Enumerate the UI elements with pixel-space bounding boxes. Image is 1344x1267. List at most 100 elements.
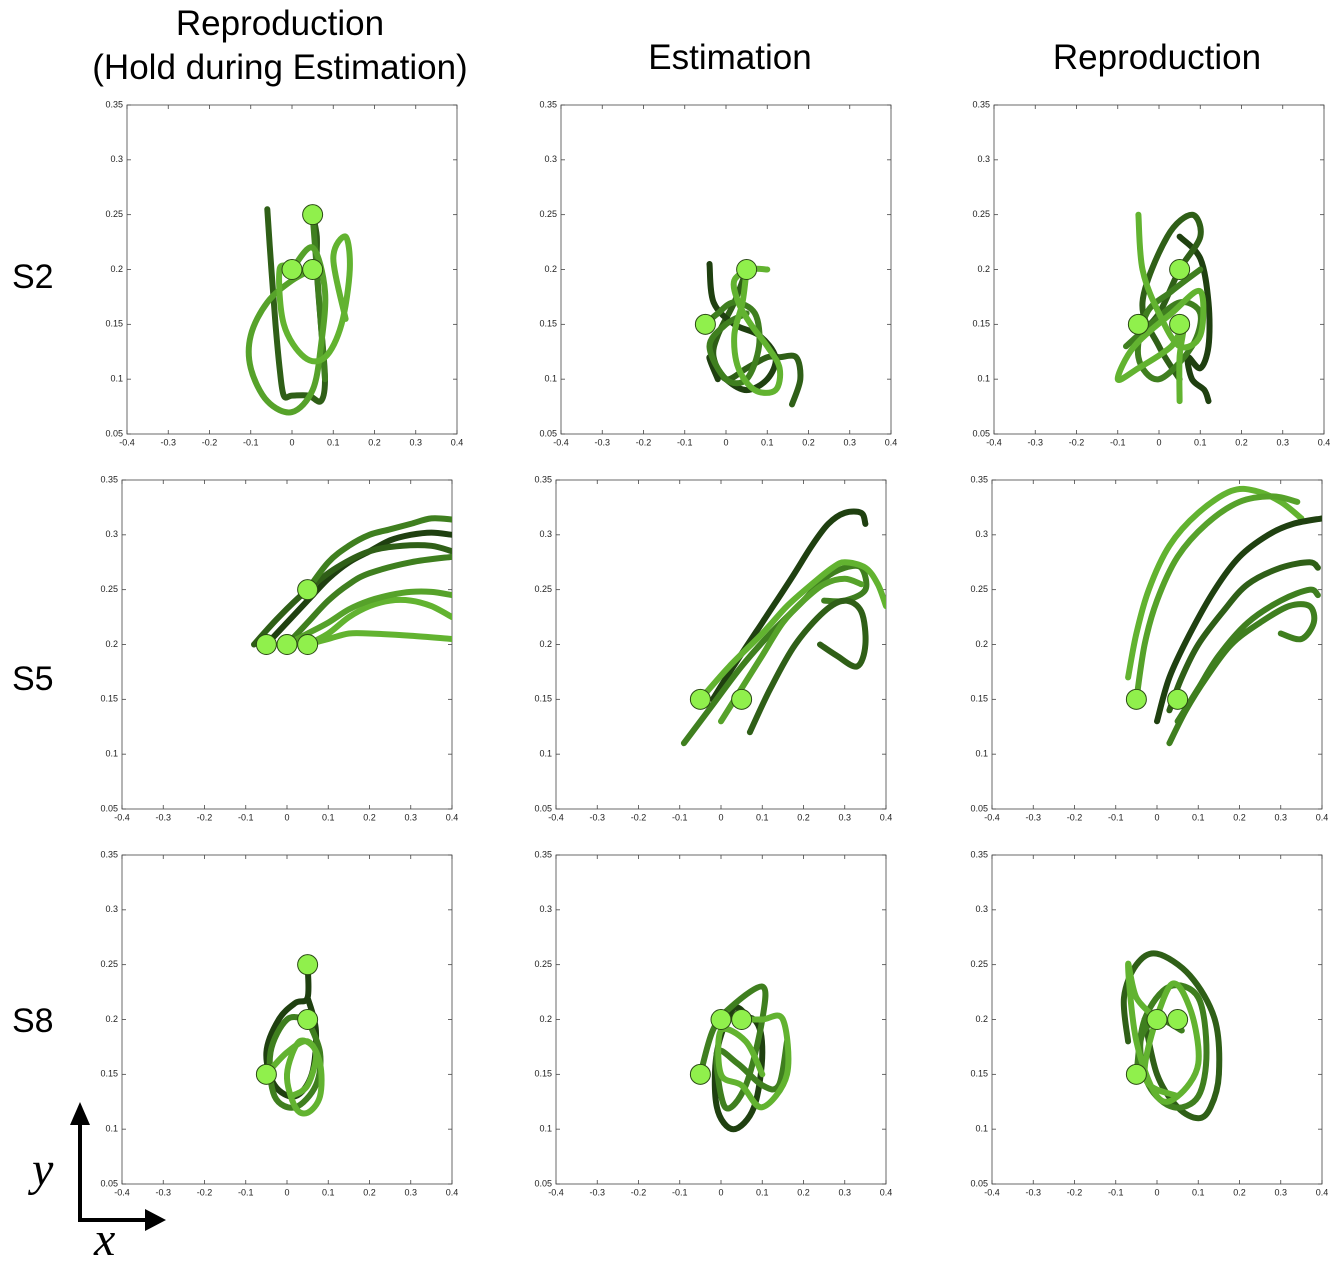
- x-tick-label: 0.2: [1233, 812, 1246, 822]
- x-tick-label: 0.2: [797, 1187, 810, 1197]
- row-label: S5: [12, 660, 54, 698]
- start-marker: [694, 313, 716, 335]
- x-tick-label: 0.4: [1316, 1187, 1329, 1197]
- trajectory: [263, 1037, 325, 1117]
- x-tick-label: 0.4: [446, 1187, 459, 1197]
- x-tick-label: -0.1: [1108, 812, 1124, 822]
- y-tick-label: 0.2: [539, 639, 552, 649]
- y-tick-label: 0.25: [970, 584, 988, 594]
- trajectory: [304, 630, 452, 648]
- x-tick-label: -0.3: [1025, 812, 1041, 822]
- x-tick-label: -0.4: [553, 437, 569, 447]
- y-tick-label: 0.15: [970, 694, 988, 704]
- x-tick-label: -0.1: [238, 812, 254, 822]
- row-label: S8: [12, 1002, 54, 1040]
- x-tick-label: -0.3: [1027, 437, 1043, 447]
- start-marker: [255, 634, 277, 655]
- x-tick-label: 0: [718, 1187, 723, 1197]
- trajectory: [1123, 266, 1204, 383]
- y-tick-label: 0.35: [105, 99, 123, 109]
- y-tick-label: 0.25: [534, 584, 552, 594]
- x-tick-label: 0: [723, 437, 728, 447]
- x-tick-label: 0: [289, 437, 294, 447]
- y-tick-label: 0.15: [105, 319, 123, 329]
- x-tick-label: -0.3: [594, 437, 610, 447]
- x-tick-label: 0.3: [838, 812, 851, 822]
- x-tick-label: -0.3: [160, 437, 176, 447]
- trajectory: [680, 562, 870, 747]
- trajectory: [697, 559, 886, 703]
- x-tick-label: -0.4: [986, 437, 1002, 447]
- start-marker: [297, 1009, 319, 1030]
- x-tick-label: -0.3: [155, 812, 171, 822]
- y-tick-label: 0.35: [972, 99, 990, 109]
- y-tick-label: 0.3: [105, 904, 118, 914]
- x-tick-label: 0.1: [756, 1187, 769, 1197]
- start-marker: [689, 688, 711, 710]
- x-tick-label: 0: [1154, 812, 1159, 822]
- x-tick-label: 0: [284, 812, 289, 822]
- trajectory: [304, 596, 452, 648]
- start-marker: [297, 954, 319, 976]
- trajectories: [680, 508, 886, 747]
- x-tick-label: 0.2: [1233, 1187, 1246, 1197]
- y-tick-label: 0.3: [105, 529, 118, 539]
- x-tick-label: -0.4: [114, 812, 130, 822]
- start-marker: [689, 1063, 711, 1085]
- trajectory: [284, 553, 452, 648]
- panel: -0.4 -0.3 -0.2 -0.1 0 0.1 0.2 0.3 0.4 0.05 0.1 0.15…: [534, 849, 892, 1197]
- x-tick-label: 0.1: [1192, 1187, 1205, 1197]
- y-tick-label: 0.15: [100, 694, 118, 704]
- x-tick-label: -0.2: [1069, 437, 1085, 447]
- x-tick-label: 0.3: [1276, 437, 1289, 447]
- x-tick-label: 0.4: [880, 1187, 893, 1197]
- x-direction-label: x: [94, 1213, 116, 1266]
- x-tick-label: 0.4: [446, 812, 459, 822]
- y-tick-label: 0.35: [539, 99, 557, 109]
- panel: -0.4 -0.3 -0.2 -0.1 0 0.1 0.2 0.3 0.4 0.05 0.1 0.15…: [105, 99, 463, 447]
- y-tick-label: 0.2: [975, 639, 988, 649]
- x-tick-label: 0.1: [1192, 812, 1205, 822]
- x-tick-label: 0.2: [363, 1187, 376, 1197]
- y-tick-label: 0.05: [972, 428, 990, 438]
- x-tick-label: -0.1: [1110, 437, 1126, 447]
- start-marker: [1167, 688, 1189, 710]
- x-tick-label: -0.1: [238, 1187, 254, 1197]
- trajectory: [1154, 515, 1322, 725]
- trajectory: [1174, 586, 1321, 725]
- y-tick-label: 0.05: [534, 803, 552, 813]
- x-tick-label: 0.1: [756, 812, 769, 822]
- x-tick-label: -0.3: [155, 1187, 171, 1197]
- trajectory: [1133, 982, 1210, 1111]
- x-tick-label: -0.4: [548, 812, 564, 822]
- start-marker: [302, 204, 324, 226]
- y-tick-label: 0.35: [100, 474, 118, 484]
- start-marker: [255, 1063, 277, 1085]
- y-tick-label: 0.3: [110, 154, 123, 164]
- x-tick-label: -0.2: [197, 812, 213, 822]
- panel: -0.4 -0.3 -0.2 -0.1 0 0.1 0.2 0.3 0.4 0.05 0.1 0.15…: [534, 474, 892, 822]
- start-marker: [736, 259, 758, 280]
- trajectory: [276, 233, 353, 365]
- x-tick-label: -0.2: [631, 812, 647, 822]
- x-tick-label: 0.2: [368, 437, 381, 447]
- x-tick-label: -0.4: [548, 1187, 564, 1197]
- x-arrow-head: [145, 1209, 166, 1231]
- x-tick-label: -0.2: [1067, 812, 1083, 822]
- x-tick-label: -0.3: [589, 1187, 605, 1197]
- y-arrow-head: [70, 1102, 90, 1125]
- x-tick-label: 0.3: [843, 437, 856, 447]
- y-tick-label: 0.05: [970, 803, 988, 813]
- row-label: S2: [12, 258, 54, 296]
- x-tick-label: 0.3: [1274, 812, 1287, 822]
- x-tick-label: -0.2: [197, 1187, 213, 1197]
- y-tick-label: 0.2: [105, 1014, 118, 1024]
- y-tick-label: 0.25: [972, 209, 990, 219]
- y-direction-label: y: [32, 1143, 54, 1196]
- column-title: Reproduction (Hold during Estimation): [92, 4, 468, 87]
- y-tick-label: 0.1: [544, 374, 557, 384]
- panel: -0.4 -0.3 -0.2 -0.1 0 0.1 0.2 0.3 0.4 0.05 0.1 0.15…: [972, 99, 1330, 447]
- y-tick-label: 0.3: [977, 154, 990, 164]
